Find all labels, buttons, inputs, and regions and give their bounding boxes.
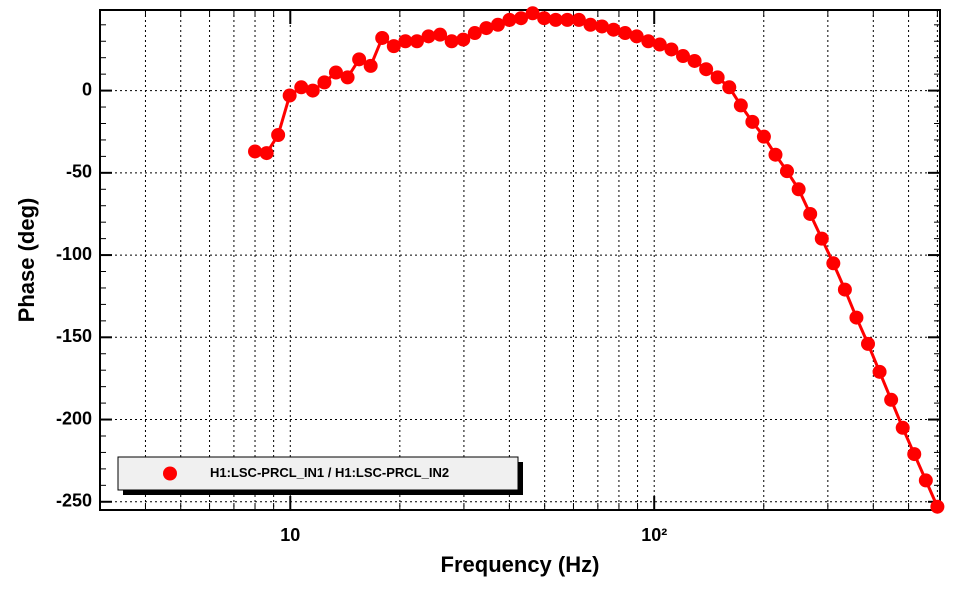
legend-marker bbox=[163, 466, 177, 481]
data-point bbox=[930, 499, 945, 514]
data-point bbox=[537, 11, 552, 26]
data-point bbox=[456, 32, 471, 47]
data-point bbox=[386, 39, 401, 54]
data-point bbox=[884, 392, 899, 407]
data-point bbox=[248, 144, 263, 159]
data-point bbox=[294, 80, 309, 95]
data-point bbox=[803, 206, 818, 221]
data-point bbox=[791, 182, 806, 197]
x-tick-label: 10² bbox=[641, 525, 667, 545]
data-point bbox=[849, 310, 864, 325]
y-tick-label: -150 bbox=[56, 326, 92, 346]
data-point bbox=[664, 42, 679, 57]
data-point bbox=[317, 75, 332, 90]
y-tick-label: -250 bbox=[56, 491, 92, 511]
data-point bbox=[687, 53, 702, 68]
y-tick-label: -100 bbox=[56, 244, 92, 264]
data-point bbox=[571, 12, 586, 27]
data-point bbox=[826, 256, 841, 271]
data-point bbox=[676, 49, 691, 64]
data-point bbox=[421, 29, 436, 44]
data-point bbox=[514, 11, 529, 26]
data-point bbox=[780, 164, 795, 179]
data-point bbox=[548, 12, 563, 27]
data-point bbox=[652, 37, 667, 52]
data-point bbox=[745, 114, 760, 129]
data-point bbox=[837, 282, 852, 297]
data-point bbox=[525, 6, 540, 21]
data-point bbox=[814, 231, 829, 246]
data-point bbox=[895, 420, 910, 435]
data-point bbox=[398, 34, 413, 49]
data-point bbox=[710, 70, 725, 85]
data-point bbox=[618, 26, 633, 41]
data-point bbox=[722, 80, 737, 95]
legend-label: H1:LSC-PRCL_IN1 / H1:LSC-PRCL_IN2 bbox=[210, 465, 449, 480]
data-point bbox=[363, 58, 378, 73]
data-point bbox=[409, 34, 424, 49]
data-point bbox=[479, 21, 494, 36]
data-point bbox=[699, 62, 714, 77]
data-point bbox=[918, 473, 933, 488]
data-point bbox=[375, 30, 390, 45]
data-point bbox=[560, 12, 575, 27]
data-point bbox=[629, 29, 644, 44]
data-point bbox=[594, 19, 609, 34]
y-tick-label: -200 bbox=[56, 408, 92, 428]
data-point bbox=[872, 364, 887, 379]
data-point bbox=[467, 26, 482, 41]
data-point bbox=[259, 146, 274, 161]
x-axis-label: Frequency (Hz) bbox=[441, 552, 600, 577]
data-point bbox=[340, 70, 355, 85]
data-point bbox=[756, 129, 771, 144]
data-point bbox=[282, 88, 297, 103]
y-tick-label: 0 bbox=[82, 79, 92, 99]
data-point bbox=[583, 17, 598, 32]
plot-frame bbox=[99, 9, 941, 511]
data-point bbox=[433, 27, 448, 42]
data-point bbox=[606, 22, 621, 37]
data-point bbox=[444, 34, 459, 49]
data-point bbox=[733, 98, 748, 113]
data-point bbox=[861, 336, 876, 351]
data-point bbox=[641, 34, 656, 49]
legend bbox=[117, 456, 519, 491]
data-point bbox=[907, 447, 922, 462]
data-point bbox=[271, 128, 286, 142]
y-axis-label: Phase (deg) bbox=[14, 198, 39, 323]
data-point bbox=[305, 83, 320, 98]
y-tick-label: -50 bbox=[66, 162, 92, 182]
data-point bbox=[490, 17, 505, 32]
x-tick-label: 10 bbox=[280, 525, 300, 545]
data-point bbox=[328, 65, 343, 80]
data-point bbox=[502, 12, 517, 27]
data-point bbox=[352, 52, 367, 67]
data-point bbox=[768, 147, 783, 162]
